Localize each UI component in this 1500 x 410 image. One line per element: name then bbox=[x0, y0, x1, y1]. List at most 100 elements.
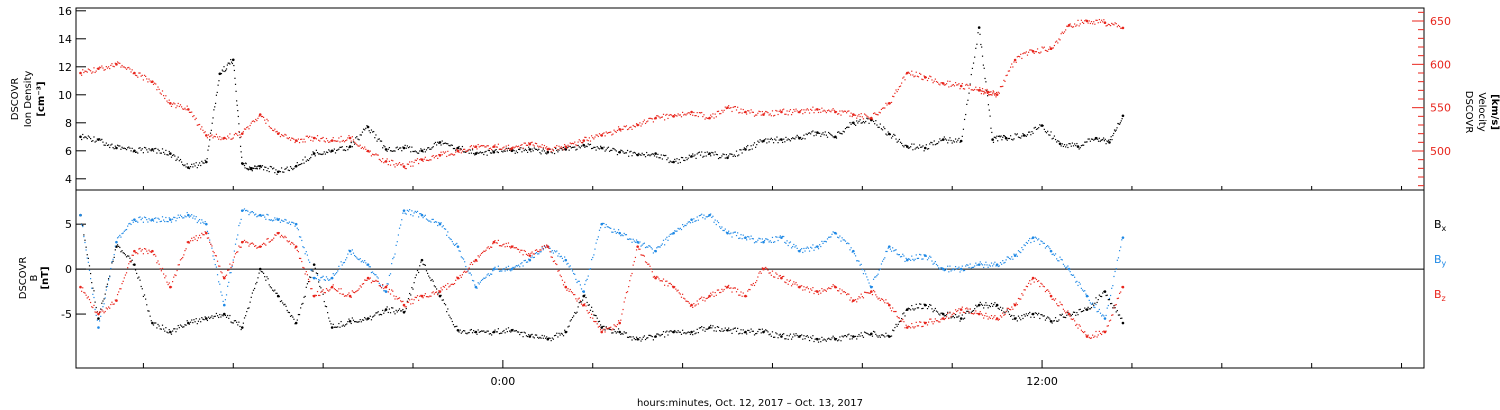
ion-density-series-sample bbox=[793, 137, 795, 140]
by-series-sample bbox=[853, 253, 856, 255]
bx-series-sample bbox=[156, 327, 158, 329]
ion-density-series-sample bbox=[750, 145, 752, 147]
bx-series-sample bbox=[94, 301, 96, 303]
bx-series-sample bbox=[213, 315, 215, 318]
bz-series-sample bbox=[808, 291, 811, 293]
by-series-sample bbox=[540, 251, 542, 253]
bx-series-sample bbox=[876, 335, 878, 337]
ion-density-series-sample bbox=[380, 140, 383, 142]
by-series-sample bbox=[377, 277, 379, 279]
bz-series-sample bbox=[534, 249, 537, 252]
velocity-series-sample bbox=[850, 112, 852, 114]
ion-density-series-sample bbox=[208, 145, 210, 147]
ion-density-series-sample bbox=[422, 151, 424, 153]
bz-series-sample bbox=[650, 268, 652, 270]
velocity-series bbox=[79, 18, 1125, 170]
velocity-series-sample bbox=[983, 91, 985, 93]
ion-density-series-sample bbox=[586, 145, 588, 148]
velocity-series-sample bbox=[425, 159, 428, 161]
ion-density-series-sample bbox=[585, 145, 587, 147]
bz-series-sample bbox=[659, 280, 661, 282]
by-series-sample bbox=[1004, 261, 1006, 264]
by-series-sample bbox=[438, 221, 440, 224]
by-series-sample bbox=[670, 233, 672, 235]
bz-series-sample bbox=[261, 243, 264, 246]
ion-density-series-sample bbox=[956, 141, 958, 143]
ion-density-series-sample bbox=[966, 103, 968, 106]
bx-series-sample bbox=[343, 325, 346, 327]
velocity-series-sample bbox=[433, 157, 435, 159]
bz-series-sample bbox=[427, 296, 429, 298]
ion-density-series-sample bbox=[982, 64, 984, 66]
velocity-series-sample bbox=[779, 109, 781, 111]
bx-series-sample bbox=[750, 328, 752, 330]
by-series-sample bbox=[428, 220, 430, 222]
by-series-sample bbox=[111, 261, 113, 263]
bx-series-sample bbox=[573, 315, 575, 317]
by-series-sample bbox=[1027, 240, 1030, 242]
ion-density-series-sample bbox=[633, 151, 635, 154]
velocity-series-sample bbox=[282, 134, 284, 137]
ion-density-series-sample bbox=[247, 168, 249, 170]
ion-density-series-sample bbox=[1038, 127, 1040, 129]
by-series-sample bbox=[755, 241, 757, 243]
by-series-sample bbox=[254, 214, 256, 216]
by-series-sample bbox=[285, 219, 287, 221]
velocity-series-sample bbox=[260, 115, 262, 118]
velocity-series-sample bbox=[716, 110, 719, 113]
velocity-series-sample bbox=[410, 165, 412, 167]
bz-series-sample bbox=[460, 276, 462, 278]
ion-density-series-sample bbox=[414, 150, 416, 152]
ion-density-series-sample bbox=[658, 157, 660, 159]
velocity-series-sample bbox=[921, 78, 923, 80]
bx-series-sample bbox=[958, 315, 960, 317]
bz-series-sample bbox=[1011, 306, 1013, 308]
bz-series-sample bbox=[471, 263, 474, 266]
ion-density-series-sample bbox=[606, 147, 608, 149]
bx-series-sample bbox=[741, 332, 743, 335]
velocity-series-sample bbox=[528, 142, 530, 144]
by-series-sample bbox=[260, 215, 262, 217]
bz-series-sample bbox=[221, 272, 223, 274]
bx-series-sample bbox=[1062, 316, 1065, 318]
bx-series-sample bbox=[149, 315, 151, 317]
ion-density-series-sample bbox=[1020, 137, 1022, 139]
ion-density-series-sample bbox=[883, 126, 885, 128]
bz-series-sample bbox=[341, 293, 343, 295]
velocity-series-sample bbox=[678, 114, 680, 116]
by-series-sample bbox=[970, 267, 972, 269]
bz-series-sample bbox=[940, 318, 942, 321]
velocity-series-sample bbox=[261, 115, 264, 118]
ion-density-series-sample bbox=[820, 135, 822, 137]
bx-series-sample bbox=[810, 336, 812, 338]
ion-density-series-sample bbox=[386, 150, 388, 152]
velocity-series-sample bbox=[1108, 24, 1111, 26]
bx-series-sample bbox=[768, 334, 770, 336]
by-series-sample bbox=[759, 238, 761, 240]
ion-density-series-sample bbox=[400, 147, 402, 149]
velocity-series-sample bbox=[577, 141, 579, 143]
velocity-series-sample bbox=[279, 135, 282, 138]
by-series-sample bbox=[489, 273, 492, 275]
by-series-sample bbox=[237, 234, 239, 236]
ion-density-series-sample bbox=[143, 146, 146, 149]
bz-series-sample bbox=[1023, 289, 1025, 291]
bx-series-sample bbox=[675, 331, 677, 333]
bz-series-sample bbox=[789, 279, 792, 281]
bz-series-sample bbox=[747, 290, 749, 292]
velocity-series-sample bbox=[687, 112, 689, 114]
bx-series-sample bbox=[504, 332, 506, 334]
velocity-series-sample bbox=[1056, 40, 1058, 42]
ion-density-series-sample bbox=[911, 143, 913, 145]
bz-series-sample bbox=[1109, 319, 1112, 321]
bz-series-point bbox=[222, 276, 226, 280]
velocity-series-sample bbox=[341, 140, 343, 142]
by-series-sample bbox=[342, 262, 344, 264]
bx-series-sample bbox=[285, 305, 287, 307]
velocity-series-sample bbox=[889, 102, 892, 104]
velocity-series-sample bbox=[810, 108, 812, 110]
bz-series-sample bbox=[671, 285, 674, 287]
ion-density-series-sample bbox=[237, 115, 239, 118]
ion-density-series-sample bbox=[1093, 139, 1095, 141]
ion-density-series-sample bbox=[393, 150, 395, 152]
